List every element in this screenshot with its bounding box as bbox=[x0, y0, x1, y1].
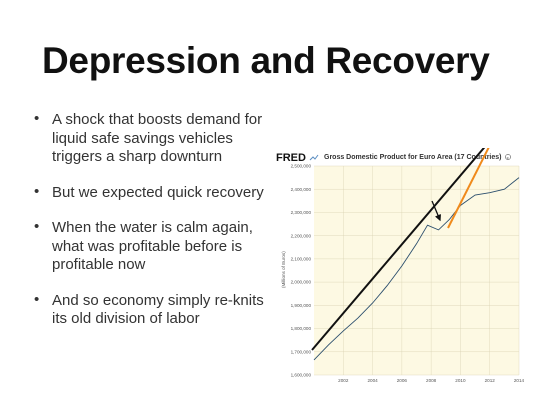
bullet-item: • But we expected quick recovery bbox=[34, 182, 266, 203]
bullet-item: • A shock that boosts demand for liquid s… bbox=[34, 110, 266, 167]
y-tick-label: 2,100,000 bbox=[291, 256, 312, 261]
bullet-item: • And so economy simply re-knits its old … bbox=[34, 290, 266, 329]
bullet-text: A shock that boosts demand for liquid sa… bbox=[52, 111, 263, 165]
y-axis-label: (Millions of Euros) bbox=[281, 251, 286, 288]
y-tick-label: 2,500,000 bbox=[291, 164, 312, 169]
bullet-dot: • bbox=[34, 218, 40, 235]
bullet-text: And so economy simply re-knits its old d… bbox=[52, 291, 264, 328]
y-axis-ticks: 1,600,000 1,700,000 1,800,000 1,900,000 2,00… bbox=[291, 164, 312, 378]
bullet-dot: • bbox=[34, 110, 40, 127]
plot-area bbox=[314, 166, 519, 375]
x-tick-label: 2004 bbox=[367, 378, 378, 383]
gdp-series-line bbox=[313, 177, 520, 361]
bullet-dot: • bbox=[34, 290, 40, 308]
y-tick-label: 1,700,000 bbox=[291, 349, 312, 354]
shock-arrow bbox=[431, 200, 441, 222]
recovery-arrow bbox=[447, 135, 495, 229]
copyright-mark: c bbox=[505, 154, 511, 160]
slide-title: Depression and Recovery bbox=[42, 40, 490, 81]
x-tick-label: 2012 bbox=[485, 378, 496, 383]
y-tick-label: 2,200,000 bbox=[291, 233, 312, 238]
x-tick-label: 2008 bbox=[426, 378, 437, 383]
fred-logo-mark bbox=[309, 154, 319, 161]
bullet-list: • A shock that boosts demand for liquid s… bbox=[34, 110, 266, 346]
x-tick-label: 2002 bbox=[338, 378, 349, 383]
y-tick-label: 2,000,000 bbox=[291, 280, 312, 285]
trend-arrow bbox=[311, 107, 519, 351]
x-axis-ticks: 2002 2004 2006 2008 2010 2012 2014 bbox=[338, 378, 524, 383]
x-tick-label: 2010 bbox=[455, 378, 466, 383]
y-tick-label: 2,400,000 bbox=[291, 187, 312, 192]
gdp-chart-svg: FRED Gross Domestic Product for Euro Are… bbox=[276, 107, 525, 383]
fred-logo: FRED bbox=[276, 152, 306, 164]
bullet-item: • When the water is calm again, what was … bbox=[34, 218, 266, 275]
chart-title: Gross Domestic Product for Euro Area (17… bbox=[324, 154, 502, 161]
bullet-text: But we expected quick recovery bbox=[52, 183, 264, 201]
svg-text:c: c bbox=[507, 155, 509, 160]
bullet-dot: • bbox=[34, 182, 40, 200]
bullet-text: When the water is calm again, what was p… bbox=[52, 219, 253, 273]
grid-lines bbox=[314, 165, 520, 376]
gdp-chart: FRED Gross Domestic Product for Euro Are… bbox=[274, 107, 525, 388]
y-tick-label: 1,800,000 bbox=[291, 326, 312, 331]
y-tick-label: 1,600,000 bbox=[291, 373, 312, 378]
x-tick-label: 2014 bbox=[514, 378, 524, 383]
y-tick-label: 1,900,000 bbox=[291, 303, 312, 308]
y-tick-label: 2,300,000 bbox=[291, 210, 312, 215]
x-tick-label: 2006 bbox=[397, 378, 408, 383]
